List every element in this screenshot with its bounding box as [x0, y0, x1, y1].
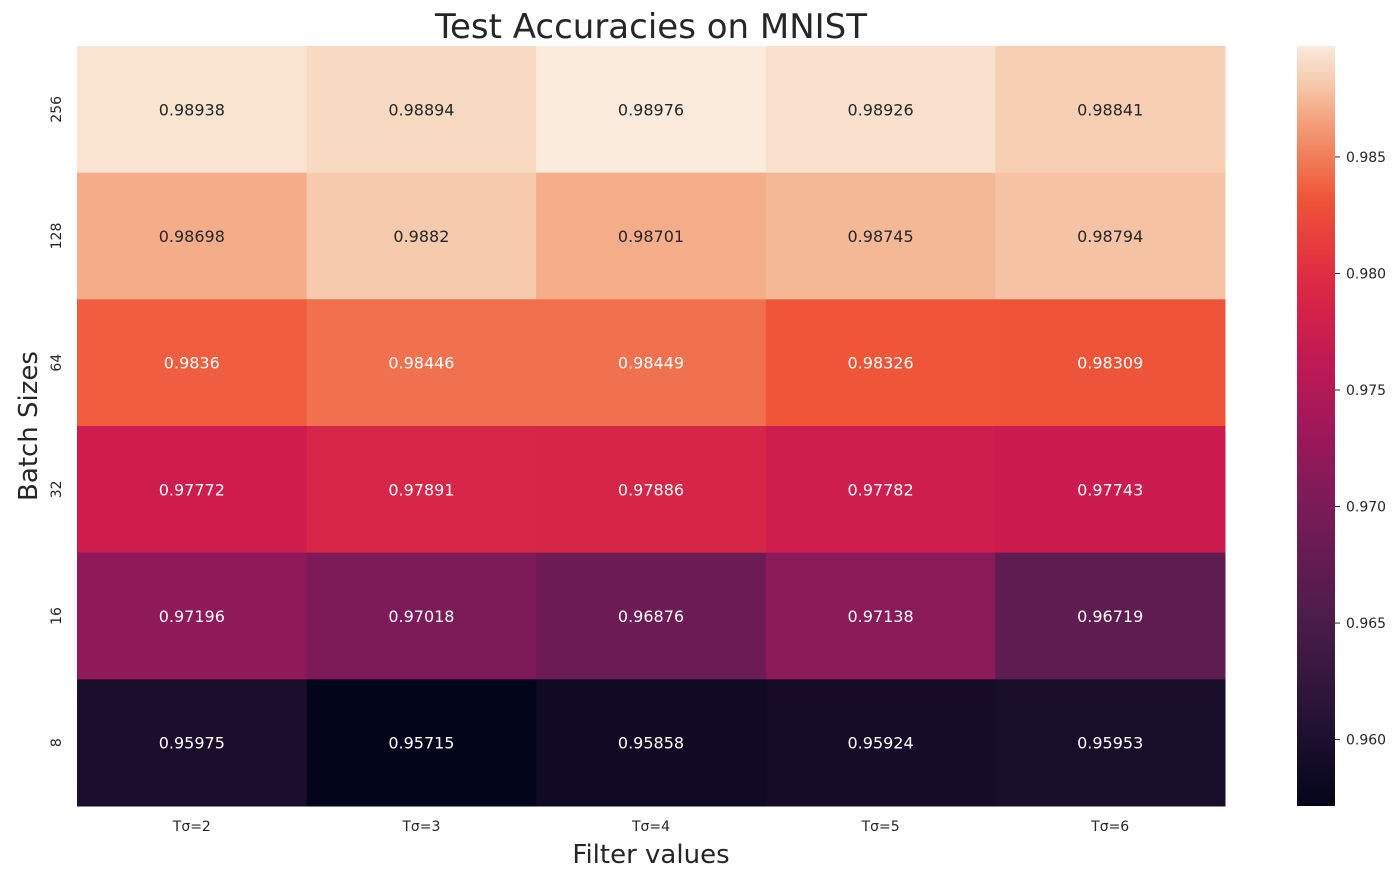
heatmap-cell [765, 426, 996, 554]
y-tick-label: 16 [49, 607, 65, 625]
cell-value-label: 0.97018 [388, 607, 454, 626]
cell-value-label: 0.97138 [848, 607, 914, 626]
colorbar-tick-label: 0.980 [1346, 266, 1386, 282]
x-tick-label: Tσ=2 [172, 819, 211, 835]
y-tick-label: 8 [49, 738, 65, 747]
heatmap-cell [536, 426, 767, 554]
cell-value-label: 0.98841 [1077, 100, 1143, 119]
heatmap-cell [306, 426, 537, 554]
cell-value-label: 0.95924 [848, 734, 914, 753]
x-tick-label: Tσ=3 [401, 819, 440, 835]
y-tick-label: 128 [49, 223, 65, 250]
heatmap-cell [77, 679, 308, 807]
heatmap-cell [306, 552, 537, 680]
heatmap-cell [536, 299, 767, 427]
cell-value-label: 0.98926 [848, 100, 914, 119]
cell-value-label: 0.96719 [1077, 607, 1143, 626]
heatmap-cell [306, 299, 537, 427]
y-tick-label: 256 [49, 96, 65, 123]
heatmap-cell [995, 552, 1226, 680]
cell-value-label: 0.97743 [1077, 480, 1143, 499]
heatmap-cell [765, 552, 996, 680]
x-axis-ticks: Tσ=2 Tσ=3 Tσ=4 Tσ=5 Tσ=6 [172, 819, 1130, 835]
y-tick-label: 64 [49, 354, 65, 372]
cell-value-label: 0.9882 [393, 227, 449, 246]
heatmap-cell [995, 679, 1226, 807]
cell-value-label: 0.98894 [388, 100, 454, 119]
heatmap-cell [306, 172, 537, 300]
heatmap-cell [306, 679, 537, 807]
cell-value-label: 0.97196 [159, 607, 225, 626]
cell-value-label: 0.98976 [618, 100, 684, 119]
cell-value-label: 0.97886 [618, 480, 684, 499]
cell-value-label: 0.97891 [388, 480, 454, 499]
cell-value-label: 0.95953 [1077, 734, 1143, 753]
colorbar-tick-label: 0.985 [1346, 150, 1386, 166]
cell-value-label: 0.95975 [159, 734, 225, 753]
cell-value-label: 0.98698 [159, 227, 225, 246]
x-tick-label: Tσ=6 [1090, 819, 1129, 835]
heatmap-cell [536, 552, 767, 680]
heatmap-cell [765, 172, 996, 300]
colorbar-ticks: 0.960 0.965 0.970 0.975 0.980 0.985 [1335, 150, 1386, 749]
cell-value-label: 0.98794 [1077, 227, 1143, 246]
heatmap-cell [995, 172, 1226, 300]
heatmap-cell [765, 299, 996, 427]
heatmap-cell [536, 679, 767, 807]
x-tick-label: Tσ=5 [861, 819, 900, 835]
cell-value-label: 0.98326 [848, 354, 914, 373]
heatmap-cells: 0.98938 0.98894 0.98976 0.98926 0.98841 0.986… [77, 46, 1226, 807]
x-axis-label: Filter values [572, 840, 729, 870]
colorbar-tick-label: 0.975 [1346, 383, 1386, 399]
colorbar-tick-label: 0.965 [1346, 616, 1386, 632]
cell-value-label: 0.97772 [159, 480, 225, 499]
heatmap-cell [995, 299, 1226, 427]
cell-value-label: 0.95858 [618, 734, 684, 753]
heatmap-cell [536, 46, 767, 174]
cell-value-label: 0.97782 [848, 480, 914, 499]
colorbar-tick-label: 0.970 [1346, 500, 1386, 516]
y-axis-label: Batch Sizes [14, 351, 44, 501]
heatmap-cell [995, 46, 1226, 174]
chart-title: Test Accuracies on MNIST [434, 7, 867, 47]
cell-value-label: 0.96876 [618, 607, 684, 626]
heatmap-cell [536, 172, 767, 300]
colorbar [1297, 46, 1335, 806]
heatmap-cell [765, 679, 996, 807]
cell-value-label: 0.98449 [618, 354, 684, 373]
cell-value-label: 0.98745 [848, 227, 914, 246]
cell-value-label: 0.98938 [159, 100, 225, 119]
cell-value-label: 0.98701 [618, 227, 684, 246]
colorbar-tick-label: 0.960 [1346, 733, 1386, 749]
y-tick-label: 32 [49, 480, 65, 498]
heatmap-cell [77, 172, 308, 300]
x-tick-label: Tσ=4 [631, 819, 670, 835]
cell-value-label: 0.9836 [164, 354, 220, 373]
cell-value-label: 0.95715 [388, 734, 454, 753]
heatmap-cell [77, 46, 308, 174]
heatmap-cell [765, 46, 996, 174]
cell-value-label: 0.98309 [1077, 354, 1143, 373]
heatmap-cell [995, 426, 1226, 554]
y-axis-ticks: 256 128 64 32 16 8 [49, 96, 65, 747]
heatmap-cell [77, 426, 308, 554]
cell-value-label: 0.98446 [388, 354, 454, 373]
heatmap-cell [77, 299, 308, 427]
heatmap-cell [306, 46, 537, 174]
heatmap-cell [77, 552, 308, 680]
